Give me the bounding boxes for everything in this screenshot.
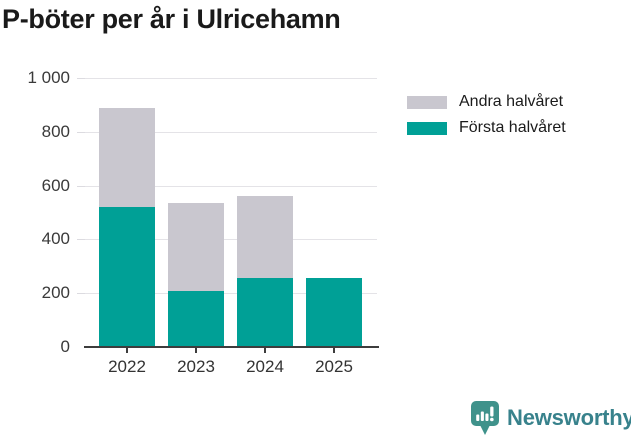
- legend-label: Andra halvåret: [459, 93, 564, 110]
- y-axis-label-1000: 1 000: [27, 68, 70, 87]
- bar-2024-f-rsta-halv-ret: [237, 278, 293, 347]
- bar-2025-f-rsta-halv-ret: [306, 278, 362, 347]
- x-tick-2024: [264, 348, 266, 353]
- x-axis-label-2024: 2024: [246, 357, 284, 376]
- y-axis-label-0: 0: [60, 337, 70, 356]
- x-tick-2022: [126, 348, 128, 353]
- bar-2024-andra-halv-ret: [237, 196, 293, 279]
- legend-swatch: [407, 95, 447, 109]
- gridline-200: [85, 293, 377, 295]
- bar-2022-f-rsta-halv-ret: [99, 207, 155, 347]
- gridline-1000: [85, 78, 377, 79]
- legend-item-f-rsta-halv-ret: Första halvåret: [407, 118, 566, 138]
- y-tick-600: [77, 185, 85, 187]
- x-tick-2023: [195, 348, 197, 353]
- plot-area: [77, 78, 377, 347]
- y-axis-label-200: 200: [41, 283, 70, 303]
- y-tick-400: [77, 239, 85, 241]
- gridline-800: [85, 131, 377, 133]
- y-axis-label-400: 400: [41, 229, 70, 249]
- legend: Andra halvåret Första halvåret: [407, 92, 566, 144]
- x-axis-line: [84, 346, 379, 348]
- y-tick-200: [77, 293, 85, 295]
- x-axis-label-2025: 2025: [315, 357, 353, 376]
- bar-2023-f-rsta-halv-ret: [168, 290, 224, 347]
- newsworthy-logo-icon: [470, 400, 500, 436]
- newsworthy-attribution[interactable]: Newsworthy: [470, 400, 631, 436]
- y-axis-label-600: 600: [41, 175, 70, 195]
- y-tick-1000: [77, 78, 85, 79]
- gridline-400: [85, 239, 377, 241]
- x-axis-label-2023: 2023: [177, 357, 215, 376]
- newsworthy-brand-text: Newsworthy: [507, 405, 631, 430]
- y-tick-800: [77, 131, 85, 133]
- bar-2022-andra-halv-ret: [99, 107, 155, 208]
- y-axis-label-800: 800: [41, 121, 70, 141]
- x-axis-label-2022: 2022: [108, 357, 146, 376]
- gridline-600: [85, 185, 377, 187]
- legend-item-andra-halv-ret: Andra halvåret: [407, 92, 566, 112]
- bar-2023-andra-halv-ret: [168, 203, 224, 291]
- legend-label: Första halvåret: [459, 119, 566, 136]
- legend-swatch: [407, 121, 447, 135]
- chart-title: P-böter per år i Ulricehamn: [2, 4, 341, 34]
- x-tick-2025: [333, 348, 335, 353]
